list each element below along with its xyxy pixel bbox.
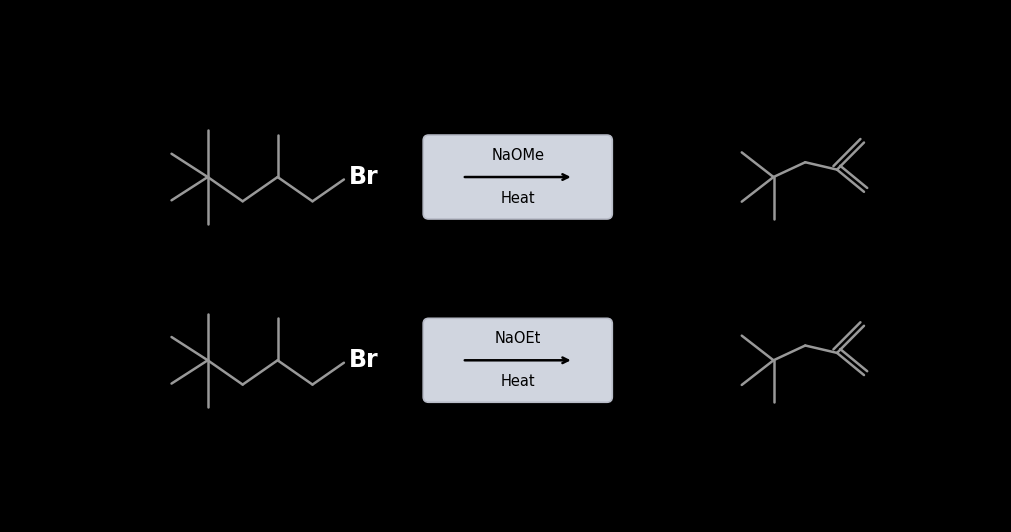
Text: Heat: Heat — [500, 374, 535, 389]
Text: Heat: Heat — [500, 191, 535, 206]
Text: Br: Br — [350, 348, 379, 372]
FancyBboxPatch shape — [424, 318, 613, 402]
Text: NaOEt: NaOEt — [494, 331, 541, 346]
Text: NaOMe: NaOMe — [491, 148, 544, 163]
Text: Br: Br — [350, 165, 379, 189]
FancyBboxPatch shape — [424, 135, 613, 219]
